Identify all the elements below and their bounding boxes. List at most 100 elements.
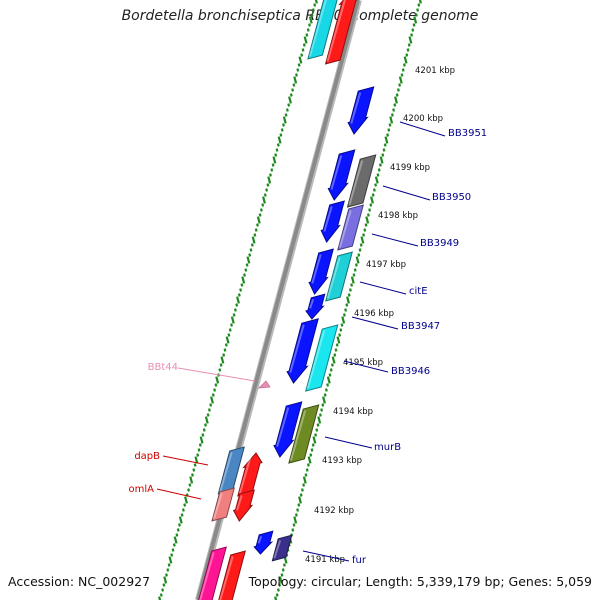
outer-ring-tick	[407, 43, 411, 47]
outer-ring-tick	[360, 236, 365, 244]
outer-ring-tick	[302, 483, 306, 487]
gene-feature-cite[interactable]	[325, 251, 353, 302]
gene-feature-bb3949-blue[interactable]	[327, 149, 356, 201]
gene-label-bb3947[interactable]: BB3947	[351, 316, 440, 332]
outer-ring-tick	[403, 56, 408, 64]
inner-ring-tick	[245, 263, 249, 267]
gene-label-text[interactable]: BB3950	[432, 192, 471, 203]
outer-ring-tick	[338, 333, 342, 337]
inner-ring-tick	[272, 156, 277, 164]
gene-feature-blue-6[interactable]	[286, 318, 319, 384]
gene-feature-cyan-top[interactable]	[307, 0, 340, 60]
inner-ring-tick	[178, 516, 183, 524]
gene-feature-blue-7[interactable]	[273, 401, 303, 458]
outer-ring-tick	[393, 103, 397, 107]
gene-feature-murb[interactable]	[288, 404, 320, 464]
scale-label-4193: 4193 kbp	[322, 456, 362, 466]
inner-ring-tick	[314, 0, 318, 4]
gene-feature-fur[interactable]	[271, 534, 293, 562]
gene-feature-blue-4[interactable]	[308, 248, 334, 295]
outer-ring-tick	[296, 508, 300, 512]
inner-ring-tick	[288, 96, 292, 104]
inner-ring-tick	[280, 128, 284, 132]
inner-ring-tick	[271, 163, 275, 167]
gene-label-text[interactable]: fur	[352, 555, 367, 566]
inner-ring-tick	[189, 476, 194, 484]
gene-label-text[interactable]: BB3946	[391, 366, 430, 377]
inner-ring-tick	[254, 228, 258, 232]
scale-labels: 4201 kbp 4200 kbp 4199 kbp 4198 kbp 4197 kbp…	[305, 66, 455, 565]
gene-feature-red-top[interactable]	[324, 0, 359, 65]
gene-feature-bb3949[interactable]	[337, 204, 364, 251]
inner-ring-tick	[235, 303, 239, 307]
inner-ring-tick	[172, 543, 176, 547]
gene-features[interactable]	[196, 0, 377, 600]
gene-label-text[interactable]: murB	[374, 442, 401, 453]
gene-feature-omla[interactable]	[211, 487, 235, 522]
gene-label-cite[interactable]: citE	[359, 281, 428, 297]
outer-ring-tick	[377, 168, 381, 172]
inner-ring-tick	[183, 503, 187, 507]
scale-label-4199: 4199 kbp	[390, 163, 430, 173]
gene-label-text[interactable]: omlA	[129, 484, 155, 495]
gene-label-bb3950[interactable]: BB3950	[382, 185, 471, 203]
inner-ring-tick	[199, 436, 204, 444]
inner-ring-tick	[292, 83, 296, 87]
inner-ring-tick	[262, 196, 266, 204]
inner-ring-tick	[181, 508, 185, 512]
outer-ring-tick	[300, 488, 304, 492]
gene-feature-blue-3[interactable]	[320, 200, 345, 243]
gene-label-dapb[interactable]: dapB	[134, 451, 209, 466]
outer-ring-tick	[336, 336, 341, 344]
gene-label-murb[interactable]: murB	[324, 436, 401, 453]
gene-feature-fur-blue[interactable]	[253, 530, 274, 555]
leader-line	[351, 316, 399, 330]
outer-ring-tick	[368, 208, 372, 212]
gene-label-text[interactable]: BBt44	[148, 362, 178, 373]
gene-feature-red-bottom[interactable]	[216, 550, 246, 600]
gene-label-text[interactable]: BB3947	[401, 321, 440, 332]
gene-feature-bb3951[interactable]	[347, 86, 375, 135]
outer-tick-ring	[274, 0, 422, 600]
scale-label-4191: 4191 kbp	[305, 555, 345, 565]
gene-labels[interactable]: BB3951 BB3950 BB3949 citE BB3947 BB3946 murB fu…	[129, 121, 488, 566]
outer-ring-tick	[314, 433, 318, 437]
gene-feature-red-omla[interactable]	[232, 489, 255, 522]
inner-ring-tick	[239, 288, 243, 292]
gene-label-bb3949[interactable]: BB3949	[371, 233, 459, 249]
gene-feature-bb3947[interactable]	[305, 293, 326, 320]
gene-label-bbt44[interactable]: BBt44	[148, 362, 256, 382]
outer-ring-tick	[372, 188, 376, 192]
inner-ring-tick	[192, 468, 196, 472]
outer-ring-tick	[328, 373, 332, 377]
inner-ring-tick	[170, 553, 174, 557]
inner-ring-tick	[218, 368, 222, 372]
outer-ring-tick	[318, 413, 322, 417]
gene-label-fur[interactable]: fur	[302, 550, 367, 566]
outer-ring-tick	[316, 423, 320, 427]
outer-ring-tick	[398, 76, 403, 84]
inner-ring-tick	[165, 573, 168, 577]
gene-label-text[interactable]: BB3951	[448, 128, 487, 139]
outer-ring-tick	[280, 573, 284, 577]
gene-label-omla[interactable]: omlA	[129, 484, 202, 500]
trna-bbt44-marker[interactable]	[257, 380, 271, 389]
outer-ring-tick	[400, 73, 404, 77]
outer-ring-tick	[394, 96, 398, 104]
inner-ring-tick	[184, 496, 188, 504]
outer-ring-tick	[317, 416, 322, 424]
accession-text: Accession: NC_002927	[8, 574, 151, 589]
gene-feature-bb3950[interactable]	[346, 154, 377, 208]
leader-line	[371, 233, 419, 247]
outer-ring-tick	[307, 456, 312, 464]
outer-ring-tick	[358, 248, 362, 252]
gene-label-text[interactable]: BB3949	[420, 238, 459, 249]
gene-feature-bb3946[interactable]	[305, 324, 339, 392]
gene-label-bb3951[interactable]: BB3951	[399, 121, 487, 139]
outer-ring-tick	[379, 156, 384, 164]
gene-label-text[interactable]: citE	[409, 286, 428, 297]
gene-label-text[interactable]: dapB	[134, 451, 160, 462]
gene-label-bb3946[interactable]: BB3946	[343, 360, 430, 377]
inner-ring-tick	[173, 536, 178, 544]
